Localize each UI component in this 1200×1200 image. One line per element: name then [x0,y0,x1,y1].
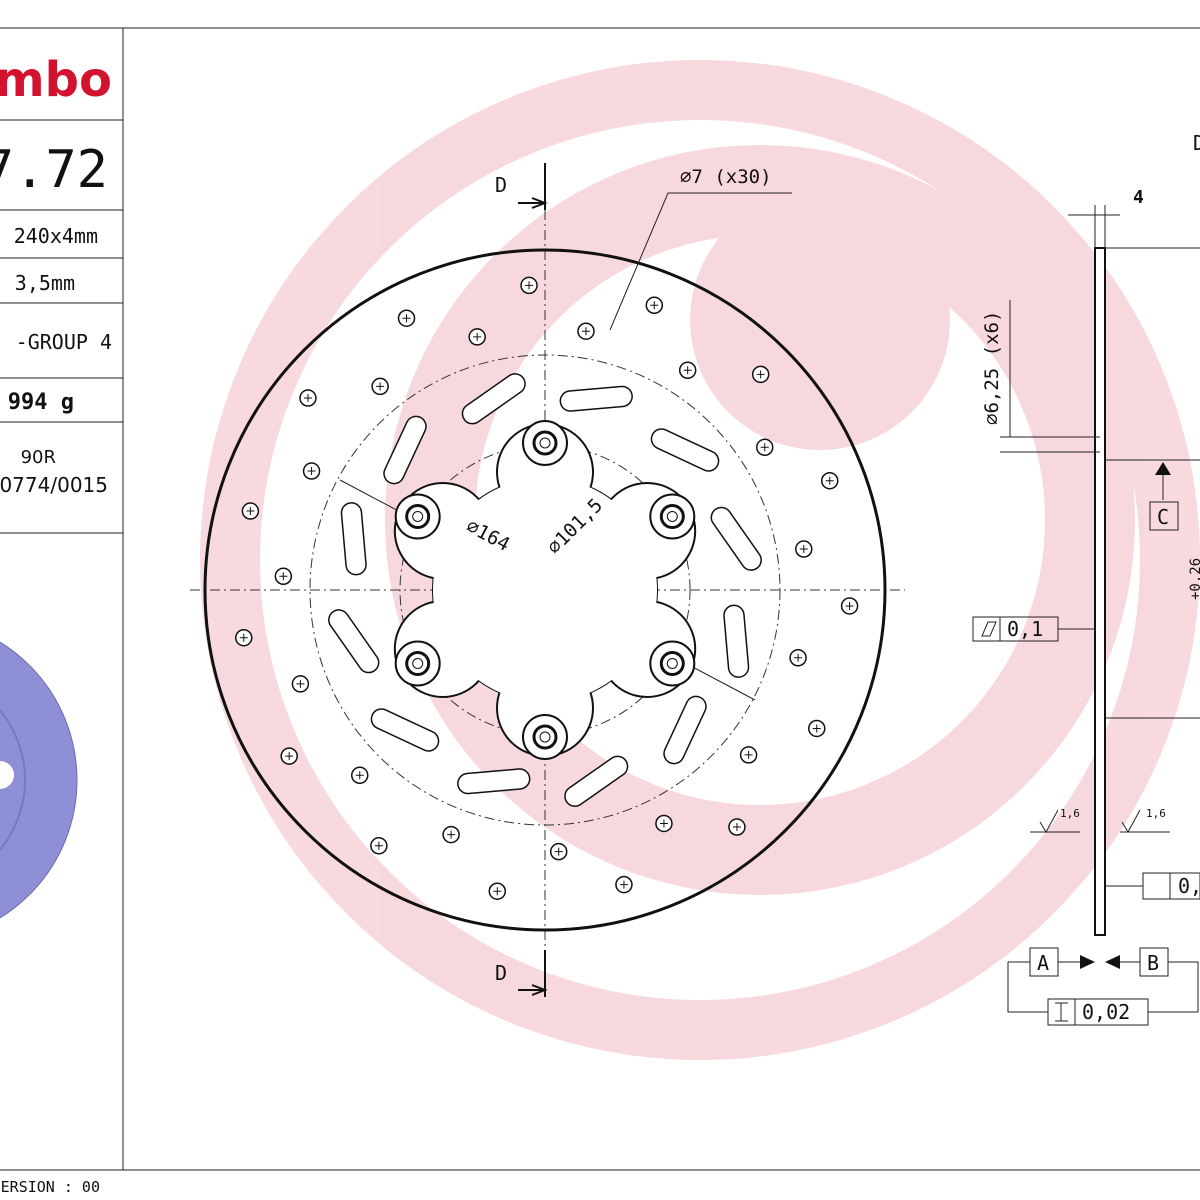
frame [0,27,1200,1171]
hole-center [744,750,753,759]
watermark [200,60,1200,1060]
slot [559,385,633,412]
hole-center [307,467,316,476]
slot [650,428,720,472]
parallelism: 0,02 [1082,1000,1130,1024]
hole-center [825,476,834,485]
flatness: 0,1 [1007,617,1043,641]
slot [461,373,526,425]
logo: mbo [0,52,112,108]
hole-center [581,327,590,336]
mount-hole [532,724,558,750]
hole-center [619,880,628,889]
spec: 994 g [8,390,74,415]
dimension: ⌀7 (x30) [680,166,772,188]
side-view [972,205,1200,1026]
roughness: 1,6 [1146,807,1166,820]
hole-center [493,887,502,896]
hole-center [402,314,411,323]
roughness: 1,6 [1060,807,1080,820]
hole-center [756,370,765,379]
section-label: D [1193,131,1200,155]
dimension: 4 [1133,187,1144,208]
version: ERSION : 00 [1,1178,100,1196]
hole-center [683,366,692,375]
slot [710,506,762,571]
datum: B [1147,951,1159,975]
slot [340,502,367,576]
slot [663,695,707,765]
mount-hole-inner [412,658,424,669]
approval: 0774/0015 [0,473,108,497]
mount-hole [659,651,685,676]
hole-center [760,443,769,452]
mount-hole-inner [666,511,678,522]
hole-center [799,545,808,554]
hole-center [845,601,854,610]
hole-center [239,633,248,642]
spec: 240x4mm [14,224,98,248]
hole-center [285,752,294,761]
center-fill [433,478,657,702]
mount-hole-inner [412,511,424,522]
approval: 90R [21,447,56,468]
hole-center [554,847,563,856]
spec: -GROUP 4 [16,330,112,354]
hole-center [246,507,255,516]
slot [564,755,629,807]
mount-hole [405,504,431,529]
mount-hole [405,651,431,676]
part-number: 7.72 [0,140,108,200]
hole-center [447,830,456,839]
hole-center [374,841,383,850]
slot [328,609,380,674]
runout: 0, [1178,874,1200,898]
mount-hole-inner [539,731,551,743]
hole-center [279,572,288,581]
hole-center [473,332,482,341]
datum: A [1037,951,1049,975]
mount-hole [532,430,558,456]
slot [370,708,440,752]
hole-center [525,281,534,290]
hole-center [732,823,741,832]
mount-hole-inner [539,437,551,449]
hole-center [794,653,803,662]
hole-center [812,724,821,733]
hole-center [659,819,668,828]
hole-center [303,394,312,403]
mount-hole [659,504,685,529]
slot [723,604,750,678]
section-label: D [495,961,507,985]
tolerance: +0,26 [1188,558,1200,600]
slot [383,415,427,485]
mount-hole-inner [666,658,678,669]
photo [0,641,78,919]
datum: C [1157,505,1169,529]
disc-view [190,163,905,997]
slot [457,768,531,795]
hole-center [355,771,364,780]
hole-center [376,382,385,391]
section-label: D [495,173,507,197]
hole-center [650,301,659,310]
spec: 3,5mm [15,271,75,295]
hole-center [296,679,305,688]
dimension: ⌀6,25 (x6) [981,311,1003,425]
